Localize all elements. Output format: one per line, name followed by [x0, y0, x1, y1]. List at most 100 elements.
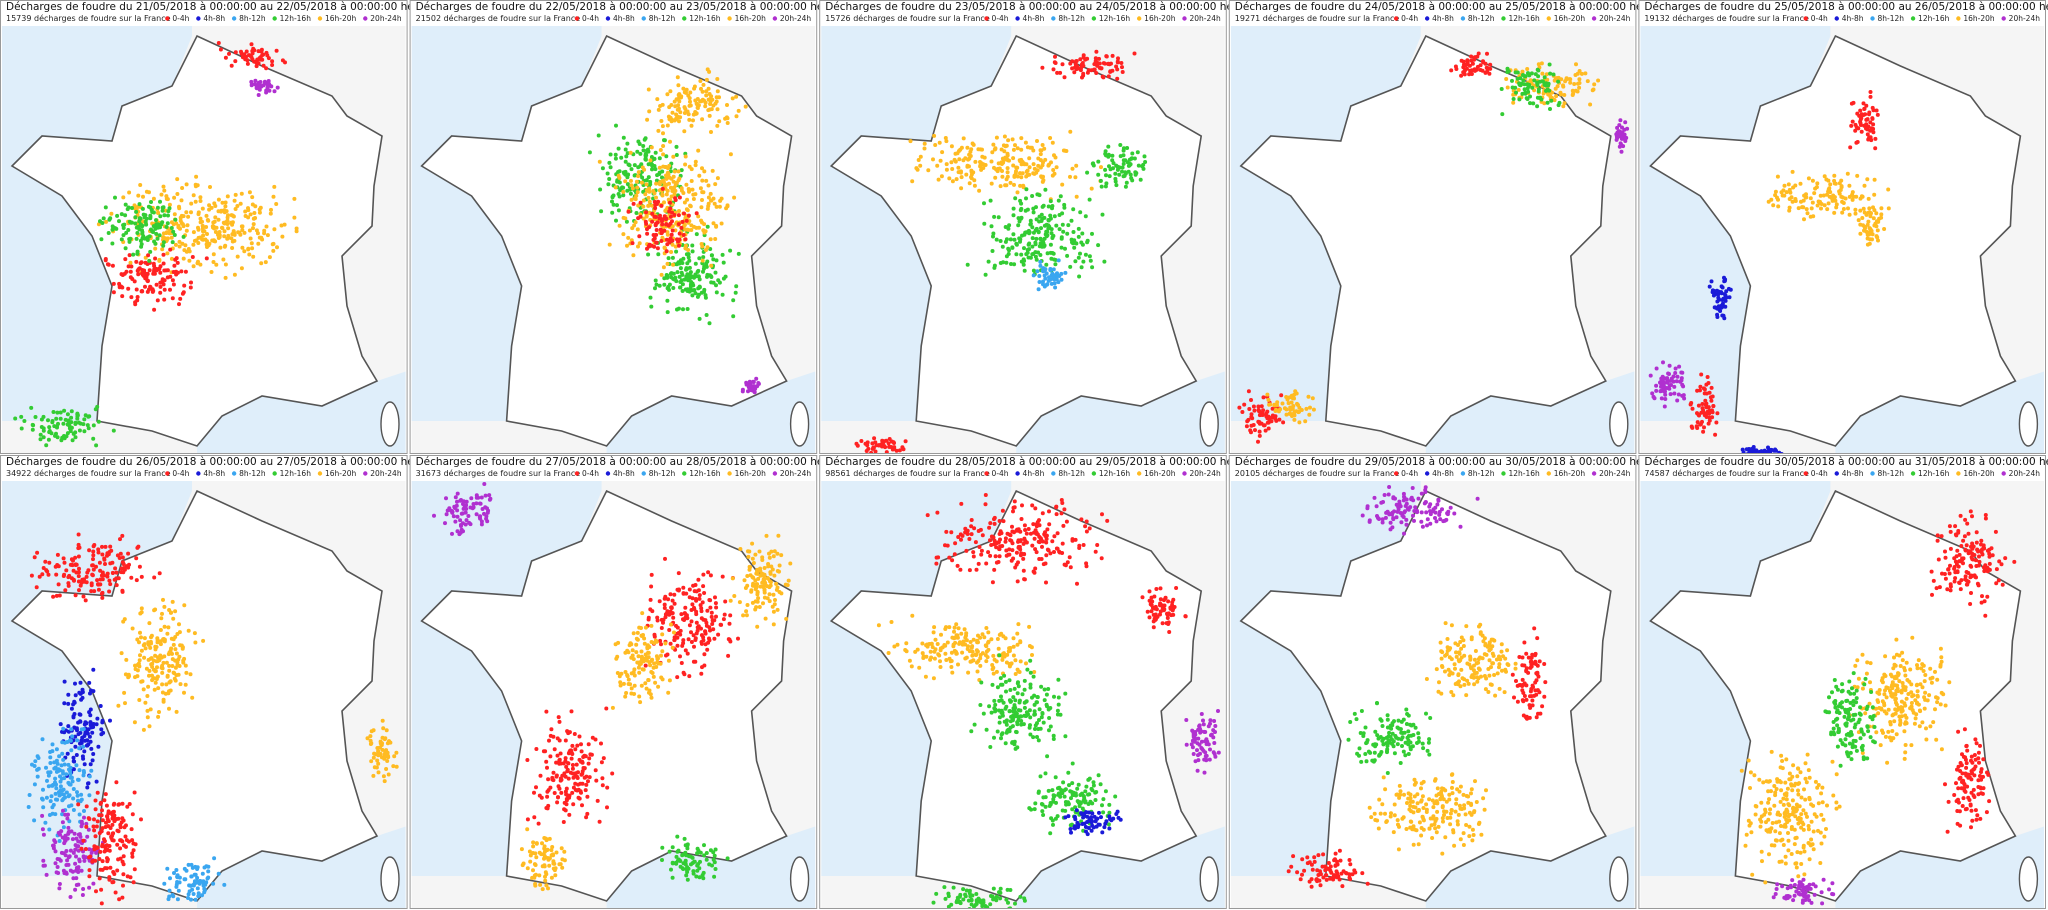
lightning-strike: [1744, 447, 1749, 452]
lightning-strike: [461, 502, 465, 506]
lightning-strike: [1664, 386, 1669, 390]
lightning-strike: [694, 631, 699, 636]
lightning-strike: [654, 195, 658, 200]
legend-label: 16h-20h: [325, 14, 357, 23]
lightning-strike: [1048, 199, 1053, 204]
lightning-strike: [148, 284, 153, 289]
lightning-strike: [670, 224, 675, 229]
lightning-strike: [688, 284, 693, 289]
lightning-strike: [1583, 71, 1588, 76]
lightning-strike: [672, 192, 677, 197]
lightning-strike: [158, 225, 162, 230]
lightning-strike: [58, 784, 63, 789]
lightning-strike: [617, 674, 622, 679]
lightning-strike: [1024, 169, 1029, 174]
lightning-strike: [114, 576, 119, 581]
lightning-strike: [1132, 156, 1137, 161]
lightning-strike: [565, 767, 570, 772]
lightning-strike: [77, 746, 82, 751]
lightning-strike: [165, 221, 170, 226]
lightning-strike: [1832, 210, 1837, 215]
lightning-strike: [677, 274, 682, 279]
lightning-strike: [1710, 290, 1715, 295]
lightning-strike: [721, 617, 726, 622]
lightning-strike: [641, 148, 646, 153]
lightning-strike: [629, 167, 634, 172]
lightning-strike: [455, 491, 460, 496]
lightning-strike: [982, 221, 987, 226]
map: [2, 26, 406, 453]
lightning-strike: [953, 159, 958, 164]
lightning-strike: [76, 574, 81, 579]
lightning-strike: [1588, 102, 1593, 107]
lightning-strike: [1004, 254, 1009, 259]
lightning-strike: [1033, 250, 1038, 255]
lightning-strike: [700, 198, 704, 202]
lightning-strike: [1006, 226, 1011, 231]
lightning-strike: [1014, 241, 1019, 246]
lightning-strike: [710, 618, 715, 623]
lightning-strike: [643, 136, 648, 141]
lightning-strike: [91, 549, 96, 554]
legend-dot: [1834, 16, 1839, 21]
lightning-strike: [130, 626, 135, 631]
lightning-strike: [193, 640, 198, 645]
lightning-strike: [123, 213, 128, 218]
lightning-strike: [637, 660, 642, 665]
lightning-strike: [141, 687, 146, 692]
lightning-strike: [58, 722, 63, 727]
lightning-strike: [132, 720, 137, 725]
lightning-strike: [1080, 242, 1085, 247]
lightning-strike: [702, 663, 707, 668]
lightning-strike: [294, 226, 299, 231]
lightning-strike: [180, 186, 185, 190]
lightning-strike: [1099, 165, 1103, 170]
lightning-strike: [107, 875, 112, 880]
lightning-strike: [138, 611, 143, 616]
lightning-strike: [700, 258, 705, 263]
lightning-strike: [686, 637, 691, 642]
lightning-strike: [122, 825, 127, 830]
lightning-strike: [78, 741, 82, 746]
lightning-strike: [687, 623, 692, 628]
lightning-strike: [135, 545, 140, 550]
lightning-strike: [81, 422, 86, 427]
lightning-strike: [654, 178, 659, 183]
lightning-strike: [174, 221, 179, 226]
legend-label: 0-4h: [582, 14, 599, 23]
lightning-strike: [713, 182, 718, 187]
lightning-strike: [452, 504, 457, 509]
lightning-strike: [53, 840, 58, 845]
lightning-strike: [1281, 420, 1286, 425]
lightning-strike: [1053, 61, 1058, 65]
lightning-strike: [153, 644, 158, 649]
lightning-strike: [525, 827, 530, 832]
lightning-strike: [704, 261, 709, 266]
lightning-strike: [1522, 87, 1527, 92]
lightning-strike: [145, 238, 150, 242]
lightning-strike: [641, 216, 646, 221]
lightning-strike: [665, 188, 670, 193]
lightning-strike: [186, 892, 191, 897]
lightning-strike: [594, 778, 599, 783]
lightning-strike: [892, 445, 897, 450]
lightning-strike: [266, 79, 271, 83]
lightning-strike: [1865, 236, 1870, 241]
lightning-strike: [1870, 116, 1875, 121]
lightning-strike: [959, 175, 964, 180]
lightning-strike: [229, 63, 234, 68]
lightning-strike: [580, 803, 584, 808]
lightning-strike: [718, 198, 723, 203]
lightning-strike: [146, 684, 151, 689]
lightning-strike: [961, 136, 966, 141]
lightning-strike: [1722, 279, 1727, 284]
lightning-strike: [664, 222, 669, 227]
lightning-strike: [686, 187, 691, 191]
lightning-strike: [158, 270, 163, 275]
lightning-strike: [164, 194, 169, 199]
lightning-strike: [1847, 194, 1852, 199]
lightning-strike: [981, 166, 986, 170]
lightning-strike: [908, 139, 913, 144]
lightning-strike: [681, 191, 686, 195]
lightning-strike: [169, 226, 174, 230]
